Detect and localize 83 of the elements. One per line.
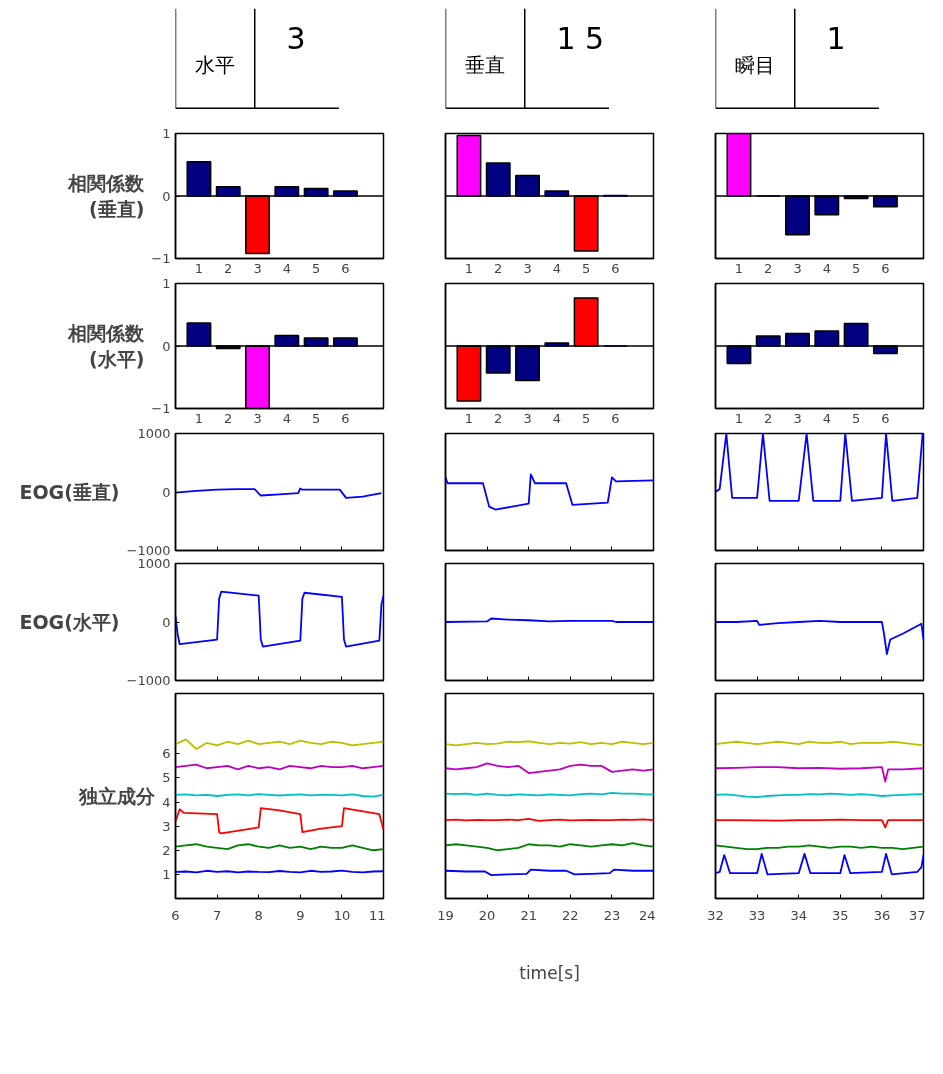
text: 水平 (195, 52, 236, 77)
y-tick-label: 0 (162, 338, 171, 354)
y-tick-label: 3 (162, 818, 171, 834)
y-tick-label: 6 (162, 746, 171, 762)
x-tick-label: 1 (464, 260, 474, 276)
x-tick-label: 6 (881, 260, 890, 276)
y-tick-label: 4 (162, 794, 171, 810)
x-tick-label: 3 (793, 410, 802, 426)
y-tick-label: 1000 (137, 426, 171, 441)
y-tick-label: −1000 (126, 543, 171, 558)
y-axis-title: 相関係数 (水平) (67, 321, 146, 371)
y-axis-title: EOG(垂直) (19, 481, 120, 503)
y-tick-label: 1 (162, 866, 171, 882)
x-tick-label: 6 (611, 260, 620, 276)
x-axis-title: time[s] (519, 962, 580, 983)
y-axis-title: EOG(水平) (19, 611, 120, 633)
y-tick-label: 5 (162, 770, 171, 786)
x-tick-label: 4 (822, 410, 831, 426)
x-tick-label: 3 (523, 410, 532, 426)
x-tick-label: 4 (822, 260, 831, 276)
text: 1 (826, 21, 846, 57)
x-tick-label: 33 (748, 907, 766, 923)
y-tick-label: 1 (162, 276, 171, 291)
x-tick-label: 5 (851, 410, 861, 426)
x-tick-label: 37 (908, 907, 926, 923)
x-tick-label: 6 (341, 260, 350, 276)
x-tick-label: 6 (881, 410, 890, 426)
x-tick-label: 3 (253, 260, 262, 276)
y-tick-label: 1 (162, 126, 171, 141)
x-tick-label: 3 (793, 260, 802, 276)
x-tick-label: 5 (581, 410, 591, 426)
y-tick-label: −1 (151, 401, 171, 416)
x-tick-label: 20 (478, 907, 496, 923)
x-tick-label: 21 (520, 907, 537, 923)
x-tick-label: 10 (333, 907, 351, 923)
y-axis-title: 相関係数 (垂直) (67, 171, 146, 221)
x-tick-label: 34 (790, 907, 807, 923)
x-tick-label: 1 (734, 260, 744, 276)
y-axis-title: 独立成分 (78, 785, 157, 807)
x-tick-label: 2 (764, 260, 773, 276)
x-tick-label: 1 (194, 410, 204, 426)
x-tick-label: 6 (611, 410, 620, 426)
x-tick-label: 9 (296, 907, 305, 923)
x-tick-label: 4 (552, 410, 561, 426)
x-tick-label: 5 (311, 410, 321, 426)
x-tick-label: 35 (832, 907, 849, 923)
x-tick-label: 32 (707, 907, 724, 923)
text: 1 5 (556, 20, 605, 56)
x-tick-label: 2 (494, 260, 503, 276)
x-tick-label: 5 (851, 260, 861, 276)
x-tick-label: 4 (552, 260, 561, 276)
x-tick-label: 5 (581, 260, 591, 276)
x-tick-label: 19 (437, 907, 454, 923)
x-tick-label: 2 (494, 410, 503, 426)
x-tick-label: 6 (341, 410, 350, 426)
x-tick-label: 2 (764, 410, 773, 426)
text: 瞬目 (735, 52, 776, 77)
y-tick-label: −1000 (126, 673, 171, 688)
y-tick-label: −1 (151, 251, 171, 266)
y-tick-label: 2 (162, 842, 171, 858)
x-tick-label: 1 (194, 260, 204, 276)
x-tick-label: 4 (282, 410, 291, 426)
x-tick-label: 1 (734, 410, 744, 426)
x-tick-label: 2 (224, 410, 233, 426)
x-tick-label: 1 (464, 410, 474, 426)
x-tick-label: 4 (282, 260, 291, 276)
x-tick-label: 7 (212, 907, 222, 923)
y-tick-label: 0 (162, 484, 171, 500)
text: 垂直 (465, 52, 506, 77)
x-tick-label: 36 (873, 907, 891, 923)
x-tick-label: 11 (368, 907, 386, 923)
y-tick-label: 0 (162, 188, 171, 204)
y-tick-label: 1000 (137, 556, 171, 571)
x-tick-label: 8 (254, 907, 263, 923)
x-tick-label: 3 (523, 260, 532, 276)
x-tick-label: 5 (311, 260, 321, 276)
x-tick-label: 23 (603, 907, 621, 923)
x-tick-label: 3 (253, 410, 262, 426)
x-tick-label: 24 (638, 907, 656, 923)
x-tick-label: 22 (562, 907, 579, 923)
x-tick-label: 2 (224, 260, 233, 276)
y-tick-label: 0 (162, 614, 171, 630)
text: 3 (286, 21, 306, 57)
